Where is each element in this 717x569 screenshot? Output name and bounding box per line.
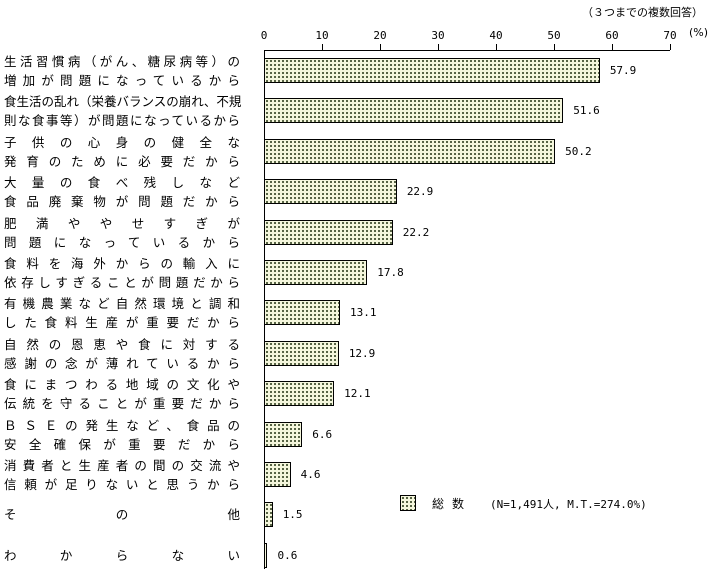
category-label: わからない bbox=[4, 546, 240, 565]
category-label-line: 増加が問題になっているから bbox=[4, 73, 240, 88]
x-tick-label: 20 bbox=[373, 29, 387, 42]
category-label: 食にまつわる地域の文化や 伝統を守ることが重要だから bbox=[4, 375, 240, 413]
x-tick-label: 30 bbox=[431, 29, 445, 42]
bar bbox=[264, 260, 368, 285]
category-label-line: わからない bbox=[4, 547, 240, 563]
bar bbox=[264, 219, 393, 245]
bar bbox=[264, 502, 273, 528]
x-tick-mark bbox=[554, 44, 555, 50]
bar bbox=[264, 300, 340, 326]
category-label-line: 食品廃棄物が問題だから bbox=[4, 194, 240, 210]
category-label-line: 子供の心身の健全な bbox=[4, 134, 240, 150]
value-label: 50.2 bbox=[565, 144, 592, 158]
x-tick-label: 50 bbox=[547, 29, 561, 42]
bar bbox=[264, 179, 397, 205]
category-label: 子供の心身の健全な 発育のために必要だから bbox=[4, 133, 240, 171]
value-label: 6.6 bbox=[312, 427, 333, 441]
x-tick-mark bbox=[612, 44, 613, 50]
category-label-line: 肥満ややせすぎが bbox=[4, 215, 240, 231]
x-tick-mark bbox=[380, 44, 381, 50]
value-label: 4.6 bbox=[300, 468, 321, 481]
category-label: 肥満ややせすぎが 問題になっているから bbox=[4, 214, 240, 252]
value-label: 51.6 bbox=[573, 104, 600, 118]
x-tick-mark bbox=[496, 44, 497, 50]
value-label: 17.8 bbox=[377, 266, 404, 279]
x-tick-label: 10 bbox=[315, 29, 329, 42]
category-label: 有機農業など自然環境と調和 した食料生産が重要だから bbox=[4, 294, 240, 332]
category-label-line: 大量の食べ残しなど bbox=[4, 175, 240, 191]
category-label: 消費者と生産者の間の交流や 信頼が足りないと思うから bbox=[4, 456, 240, 494]
category-label-line: 食生活の乱れ（栄養バランスの崩れ、不規 bbox=[4, 94, 242, 110]
category-label: その他 bbox=[4, 505, 240, 524]
value-label: 12.1 bbox=[344, 387, 371, 401]
value-label: 1.5 bbox=[282, 508, 303, 522]
category-label-line: ＢＳＥの発生など、食品の bbox=[4, 417, 240, 433]
bar bbox=[264, 98, 564, 124]
value-label: 22.2 bbox=[402, 225, 430, 239]
category-label: 食生活の乱れ（栄養バランスの崩れ、不規 則な食事等）が問題になっているから bbox=[4, 92, 242, 130]
category-label-line: 有機農業など自然環境と調和 bbox=[4, 296, 240, 312]
category-label-line: 食料を海外からの輸入に bbox=[4, 256, 240, 271]
category-label-line: した食料生産が重要だから bbox=[4, 315, 240, 331]
value-label: 22.9 bbox=[406, 185, 434, 199]
value-label: 0.6 bbox=[277, 548, 298, 562]
legend-swatch bbox=[400, 495, 416, 511]
category-label-line: 伝統を守ることが重要だから bbox=[4, 396, 240, 412]
category-label-line: 安全確保が重要だから bbox=[4, 436, 240, 452]
category-label-line: 信頼が足りないと思うから bbox=[4, 477, 240, 492]
category-label-line: 食にまつわる地域の文化や bbox=[4, 377, 240, 393]
bar bbox=[264, 138, 556, 164]
category-label: 自然の恩恵や食に対する 感謝の念が薄れているから bbox=[4, 335, 240, 373]
x-tick-label: 70 bbox=[663, 29, 677, 42]
category-label: 大量の食べ残しなど 食品廃棄物が問題だから bbox=[4, 173, 240, 211]
value-label: 13.1 bbox=[349, 306, 377, 320]
value-label: 12.9 bbox=[348, 346, 376, 360]
x-tick-label: 0 bbox=[260, 29, 268, 42]
category-label-line: 則な食事等）が問題になっているから bbox=[4, 113, 240, 129]
value-label: 57.9 bbox=[609, 64, 637, 77]
category-label: ＢＳＥの発生など、食品の 安全確保が重要だから bbox=[4, 416, 240, 454]
category-label-line: その他 bbox=[4, 507, 240, 523]
bar bbox=[264, 462, 291, 487]
x-tick-label: 60 bbox=[605, 29, 619, 42]
category-label-line: 依存しすぎることが問題だから bbox=[4, 275, 240, 290]
x-tick-mark bbox=[670, 44, 671, 50]
category-label-line: 発育のために必要だから bbox=[4, 153, 240, 169]
legend-label: 総数 bbox=[432, 497, 473, 511]
x-axis-line bbox=[264, 50, 670, 51]
category-label-line: 感謝の念が薄れているから bbox=[4, 355, 240, 371]
category-label-line: 生活習慣病（がん、糖尿病等）の bbox=[4, 54, 240, 69]
bar bbox=[264, 542, 268, 568]
axis-unit: (%) bbox=[689, 26, 709, 39]
legend-note: (N=1,491人, M.T.=274.0%) bbox=[490, 498, 647, 511]
x-tick-mark bbox=[438, 44, 439, 50]
category-label-line: 問題になっているから bbox=[4, 234, 240, 250]
category-label: 食料を海外からの輸入に 依存しすぎることが問題だから bbox=[4, 254, 240, 292]
bar bbox=[264, 58, 600, 83]
x-tick-mark bbox=[322, 44, 323, 50]
bar bbox=[264, 421, 303, 447]
bar bbox=[264, 340, 339, 366]
category-label-line: 自然の恩恵や食に対する bbox=[4, 336, 240, 352]
category-label: 生活習慣病（がん、糖尿病等）の 増加が問題になっているから bbox=[4, 52, 240, 90]
x-tick-label: 40 bbox=[489, 29, 503, 42]
multi-answer-note: （３つまでの複数回答） bbox=[582, 6, 703, 19]
category-label-line: 消費者と生産者の間の交流や bbox=[4, 458, 240, 473]
bar bbox=[264, 381, 335, 407]
